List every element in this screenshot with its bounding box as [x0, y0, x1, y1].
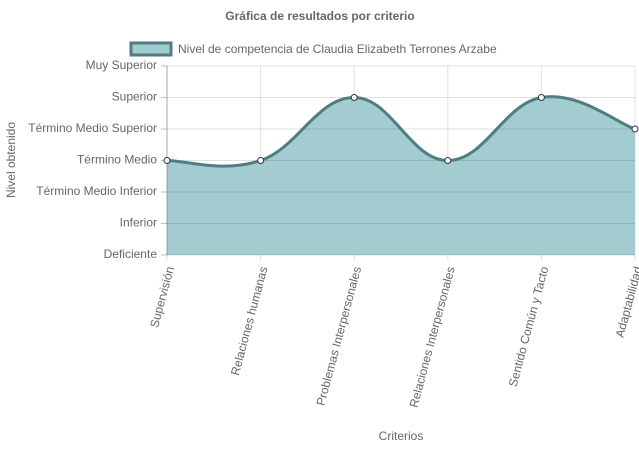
- x-tick-label: Adaptabilidad: [613, 265, 639, 339]
- x-tick-label: Sentido Común y Tacto: [506, 265, 552, 389]
- point: [631, 125, 639, 133]
- legend-swatch: [129, 41, 173, 57]
- x-tick-label: Problemas Interpersonales: [314, 265, 365, 407]
- y-tick-label: Superior: [112, 90, 157, 104]
- y-tick-label: Deficiente: [104, 247, 158, 261]
- legend-label: Nivel de competencia de Claudia Elizabet…: [178, 42, 497, 56]
- point: [537, 94, 545, 101]
- x-tick-label: Relaciones humanas: [228, 265, 271, 377]
- y-tick-label: Muy Superior: [86, 58, 157, 72]
- point: [444, 157, 452, 164]
- point: [257, 157, 265, 164]
- y-tick-label: Término Medio Inferior: [36, 184, 157, 198]
- y-tick-label: Inferior: [120, 216, 157, 230]
- point: [163, 157, 171, 164]
- x-axis-title: Criterios: [379, 429, 424, 443]
- chart-title: Gráfica de resultados por criterio: [225, 9, 414, 23]
- x-tick-label: Supervisión: [147, 265, 177, 329]
- x-tick-label: Relaciones Interpersonales: [407, 265, 458, 409]
- area: [167, 96, 635, 256]
- point: [350, 94, 358, 101]
- y-tick-label: Término Medio Superior: [28, 121, 157, 135]
- y-axis-title: Nivel obtenido: [4, 122, 18, 198]
- y-tick-label: Término Medio: [77, 153, 157, 167]
